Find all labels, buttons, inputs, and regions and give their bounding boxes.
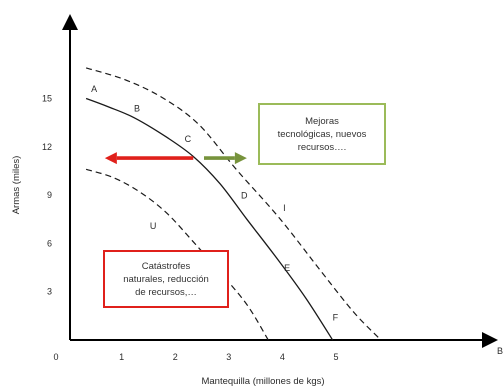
- point-labels: A B C D I U E F: [91, 84, 338, 323]
- catastrophes-note-line: Catástrofes: [141, 260, 191, 272]
- catastrophes-note-line: naturales, reducción: [123, 273, 209, 285]
- x-tick-label: 4: [280, 352, 285, 362]
- shift-outward-arrowhead: [234, 152, 247, 165]
- point-label: A: [91, 84, 97, 94]
- x-axis-end-label: B: [497, 346, 503, 356]
- point-label: C: [185, 134, 192, 144]
- y-axis-title: Armas (miles): [11, 156, 22, 215]
- x-tick-labels: 0 1 2 3 4 5: [53, 352, 338, 362]
- x-tick-label: 2: [173, 352, 178, 362]
- y-tick-label: 12: [42, 142, 52, 152]
- point-label: U: [150, 221, 157, 231]
- x-tick-label: 5: [333, 352, 338, 362]
- ppf-curve-outer: [85, 67, 382, 341]
- y-tick-label: 15: [42, 94, 52, 104]
- improvements-note: Mejoras tecnológicas, nuevos recursos….: [258, 103, 386, 165]
- point-label: B: [134, 103, 140, 113]
- point-label: D: [241, 190, 248, 200]
- catastrophes-note: Catástrofes naturales, reducción de recu…: [103, 250, 229, 308]
- improvements-note-line: recursos….: [297, 141, 347, 153]
- improvements-note-line: Mejoras: [305, 115, 339, 127]
- y-tick-label: 3: [47, 287, 52, 297]
- point-label: F: [333, 313, 339, 323]
- y-tick-label: 9: [47, 190, 52, 200]
- curves-layer: [85, 67, 382, 341]
- x-tick-label: 3: [226, 352, 231, 362]
- x-axis-title: Mantequilla (millones de kgs): [201, 376, 324, 387]
- arrows-layer: [104, 152, 247, 165]
- improvements-note-line: tecnológicas, nuevos: [277, 128, 367, 140]
- y-tick-label: 6: [47, 238, 52, 248]
- point-label: I: [283, 203, 286, 213]
- ppf-curve-inner: [85, 168, 269, 341]
- catastrophes-note-line: de recursos,…: [135, 286, 197, 298]
- y-tick-labels: 3 6 9 12 15: [42, 94, 52, 297]
- x-tick-label: 1: [119, 352, 124, 362]
- x-tick-label: 0: [53, 352, 58, 362]
- shift-inward-arrowhead: [104, 152, 117, 165]
- ppf-curve-original: [85, 97, 334, 341]
- point-label: E: [284, 263, 290, 273]
